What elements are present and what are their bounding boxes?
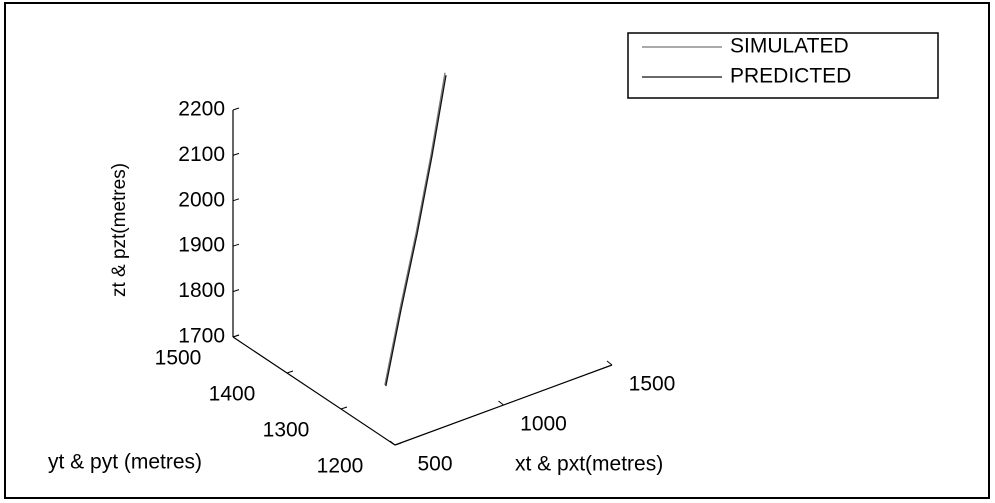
z-tick: [232, 198, 240, 202]
x-tick: [389, 440, 396, 446]
y-axis-label: yt & pyt (metres): [48, 451, 202, 474]
y-tick: [286, 370, 294, 374]
series-line: [384, 72, 446, 386]
x-tick: [606, 360, 613, 366]
x-tick: [498, 400, 504, 406]
z-tick-label: 2000: [178, 188, 225, 211]
x-tick-label: 500: [417, 453, 452, 476]
z-tick-label: 1700: [178, 325, 225, 348]
y-tick-label: 1400: [209, 383, 256, 406]
y-tick: [340, 406, 348, 410]
z-tick-label: 1900: [178, 234, 225, 257]
z-tick: [232, 243, 240, 247]
z-tick-label: 2100: [178, 143, 225, 166]
x-axis-label: xt & pxt(metres): [515, 453, 663, 476]
y-tick: [232, 334, 240, 338]
legend: [627, 32, 939, 99]
y-tick-label: 1500: [155, 347, 202, 370]
z-tick: [232, 152, 240, 156]
z-tick-label: 1800: [178, 279, 225, 302]
z-tick: [232, 107, 240, 111]
y-tick-label: 1300: [263, 419, 310, 442]
series-line: [385, 75, 447, 387]
y-tick: [394, 442, 402, 446]
z-axis-label: zt & pzt(metres): [109, 163, 130, 297]
z-tick: [232, 289, 240, 293]
x-tick-label: 1500: [629, 373, 676, 396]
legend-label: SIMULATED: [730, 35, 849, 58]
axis-line: [232, 336, 396, 446]
legend-label: PREDICTED: [730, 65, 851, 88]
y-tick-label: 1200: [317, 455, 364, 478]
x-tick-label: 1000: [520, 413, 567, 436]
z-tick-label: 2200: [178, 98, 225, 121]
